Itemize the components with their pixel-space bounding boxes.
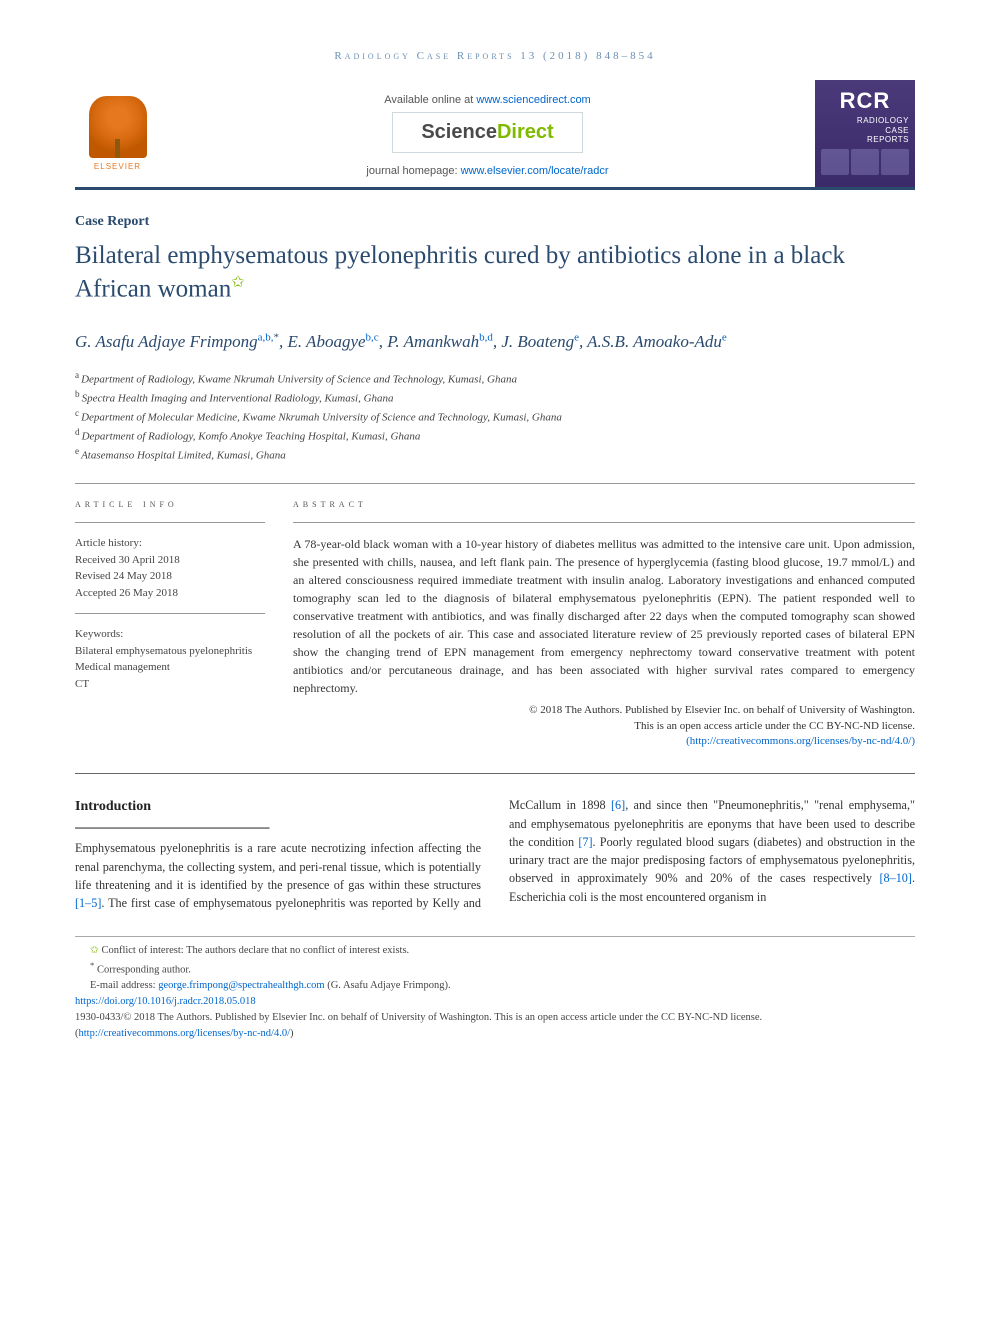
keywords: Keywords: Bilateral emphysematous pyelon… (75, 626, 265, 692)
abstract: abstract A 78-year-old black woman with … (293, 496, 915, 750)
divider (75, 522, 265, 523)
divider (75, 613, 265, 614)
info-abstract-row: article info Article history: Received 3… (75, 496, 915, 750)
elsevier-text: ELSEVIER (94, 162, 141, 171)
cc-license-link[interactable]: (http://creativecommons.org/licenses/by-… (686, 735, 915, 747)
sd-part2: Direct (497, 121, 554, 143)
rcr-abbrev: RCR (840, 88, 891, 114)
section-heading: Introduction (75, 796, 481, 817)
running-header: Radiology Case Reports 13 (2018) 848–854 (75, 50, 915, 62)
cc-license-link[interactable]: http://creativecommons.org/licenses/by-n… (79, 1028, 291, 1039)
article-type: Case Report (75, 214, 915, 230)
abstract-text: A 78-year-old black woman with a 10-year… (293, 535, 915, 697)
abstract-heading: abstract (293, 496, 915, 513)
aff-link[interactable]: e (574, 332, 579, 344)
divider (293, 522, 915, 523)
rcr-cover: RCR RADIOLOGY CASE REPORTS (815, 80, 915, 187)
ref-link[interactable]: [8–10] (879, 871, 912, 885)
author: J. Boatenge (501, 332, 579, 351)
affiliation: aDepartment of Radiology, Kwame Nkrumah … (75, 369, 915, 388)
author: A.S.B. Amoako-Adue (587, 332, 727, 351)
divider (75, 827, 270, 829)
doi-line: https://doi.org/10.1016/j.radcr.2018.05.… (75, 994, 915, 1010)
divider (75, 483, 915, 484)
rcr-full: RADIOLOGY CASE REPORTS (821, 116, 909, 145)
info-heading: article info (75, 496, 265, 513)
affiliation-list: aDepartment of Radiology, Kwame Nkrumah … (75, 369, 915, 465)
sciencedirect-logo[interactable]: ScienceDirect (392, 112, 582, 153)
article-title: Bilateral emphysematous pyelonephritis c… (75, 240, 915, 305)
divider (75, 773, 915, 774)
body-text: Introduction Emphysematous pyelonephriti… (75, 796, 915, 912)
email-line: E-mail address: george.frimpong@spectrah… (75, 978, 915, 994)
author-list: G. Asafu Adjaye Frimponga,b,*, E. Aboagy… (75, 329, 915, 355)
ref-link[interactable]: [1–5] (75, 896, 101, 910)
aff-link[interactable]: b,c (366, 332, 379, 344)
homepage-link[interactable]: www.elsevier.com/locate/radcr (461, 165, 609, 177)
journal-homepage: journal homepage: www.elsevier.com/locat… (168, 165, 807, 177)
top-banner: ELSEVIER Available online at www.science… (75, 80, 915, 190)
rcr-panel-icons (821, 149, 909, 175)
sciencedirect-link[interactable]: www.sciencedirect.com (476, 94, 590, 106)
affiliation: bSpectra Health Imaging and Intervention… (75, 388, 915, 407)
center-banner: Available online at www.sciencedirect.co… (160, 80, 815, 187)
footnotes: ✩ Conflict of interest: The authors decl… (75, 936, 915, 1041)
copyright-block: © 2018 The Authors. Published by Elsevie… (293, 703, 915, 749)
elsevier-logo[interactable]: ELSEVIER (75, 80, 160, 187)
aff-link[interactable]: e (722, 332, 727, 344)
homepage-prefix: journal homepage: (366, 165, 460, 177)
author: P. Amankwahb,d (387, 332, 493, 351)
affiliation: dDepartment of Radiology, Komfo Anokye T… (75, 426, 915, 445)
avail-prefix: Available online at (384, 94, 476, 106)
article-history: Article history: Received 30 April 2018 … (75, 535, 265, 601)
conflict-of-interest: ✩ Conflict of interest: The authors decl… (75, 943, 915, 959)
sd-part1: Science (421, 121, 497, 143)
article-info: article info Article history: Received 3… (75, 496, 265, 750)
aff-link[interactable]: a,b, (258, 332, 274, 344)
doi-link[interactable]: https://doi.org/10.1016/j.radcr.2018.05.… (75, 996, 256, 1007)
star-icon: ✩ (90, 945, 101, 956)
ref-link[interactable]: [6] (611, 798, 625, 812)
aff-link[interactable]: b,d (479, 332, 493, 344)
ref-link[interactable]: [7] (578, 835, 592, 849)
issn-line: 1930-0433/© 2018 The Authors. Published … (75, 1010, 915, 1042)
author: G. Asafu Adjaye Frimponga,b,* (75, 332, 279, 351)
author: E. Aboagyeb,c (287, 332, 378, 351)
elsevier-tree-icon (89, 96, 147, 158)
affiliation: eAtasemanso Hospital Limited, Kumasi, Gh… (75, 445, 915, 464)
email-link[interactable]: george.frimpong@spectrahealthgh.com (158, 980, 324, 991)
affiliation: cDepartment of Molecular Medicine, Kwame… (75, 407, 915, 426)
available-online: Available online at www.sciencedirect.co… (168, 94, 807, 106)
corresponding-author: * Corresponding author. (75, 959, 915, 978)
title-footnote-star-icon: ✩ (231, 274, 244, 291)
